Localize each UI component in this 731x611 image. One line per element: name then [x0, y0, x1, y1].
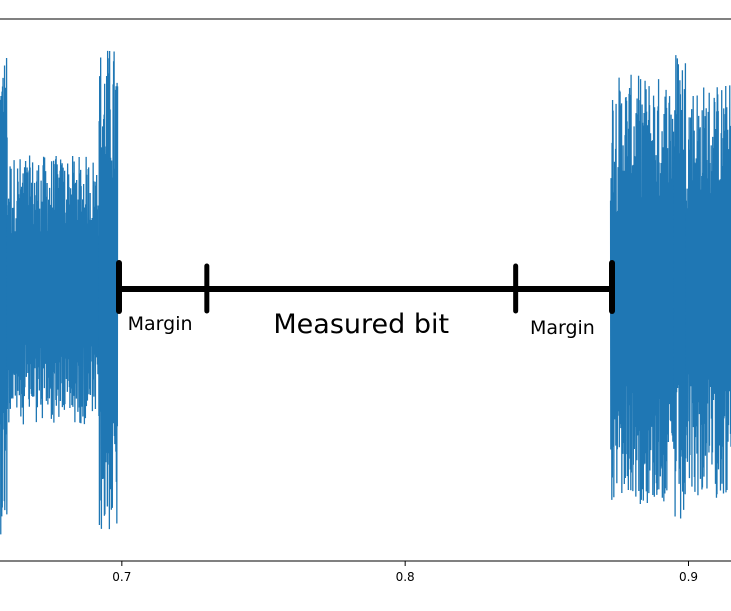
signal-burst-1: [6, 155, 100, 425]
signal-burst-0: [0, 57, 8, 535]
signal-burst-3: [609, 74, 675, 505]
signal-burst-2: [98, 50, 119, 530]
measurement-annotation: Margin Measured bit Margin: [116, 260, 615, 340]
signal-burst-4: [673, 55, 687, 519]
annotation-label-1: Measured bit: [273, 309, 449, 340]
annotation-label-0: Margin: [128, 313, 193, 335]
signal-series: [0, 50, 731, 535]
x-tick-label-2: 0.9: [679, 570, 698, 584]
annotation-label-2: Margin: [530, 317, 595, 339]
x-tick-label-1: 0.8: [396, 570, 415, 584]
x-tick-label-0: 0.7: [112, 570, 131, 584]
x-axis-ticks: 0.7 0.8 0.9: [112, 561, 698, 584]
signal-burst-5: [685, 85, 731, 498]
